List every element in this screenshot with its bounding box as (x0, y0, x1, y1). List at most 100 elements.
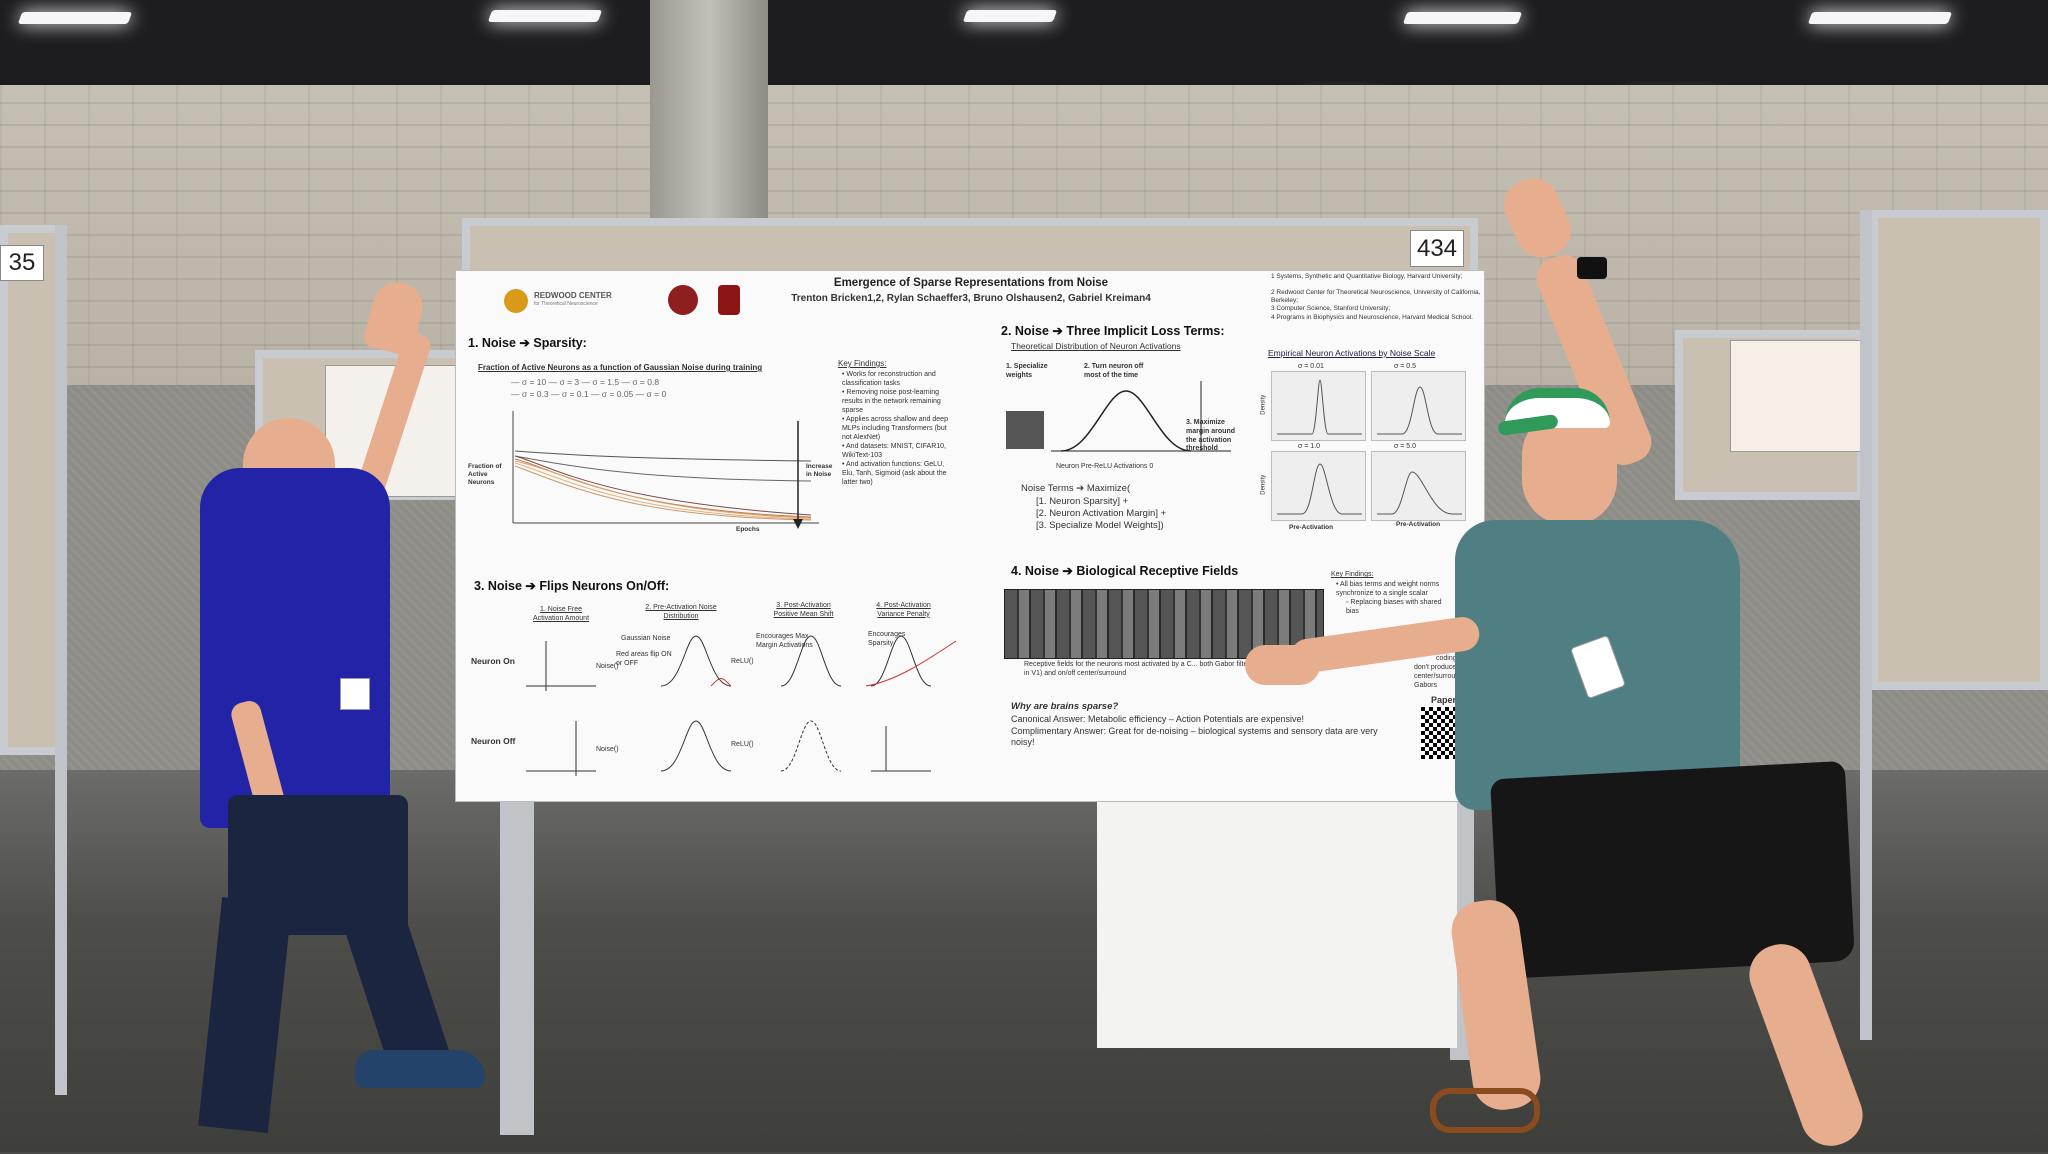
stanford-logo-icon (718, 285, 740, 315)
blue-polo-shirt (200, 468, 390, 828)
increase-noise-label: Increase in Noise (806, 463, 833, 479)
complimentary-answer: Complimentary Answer: Great for de-noisi… (1011, 726, 1378, 748)
panel-label: σ = 5.0 (1394, 443, 1417, 450)
red-areas-label: Red areas flip ON or OFF (616, 651, 672, 667)
density-axis-label: Density (1260, 394, 1267, 415)
paper-label: Paper (1431, 695, 1457, 705)
panel-label: σ = 0.01 (1298, 363, 1324, 370)
affiliation: 1 Systems, Synthetic and Quantitative Bi… (1271, 273, 1463, 280)
step-label: 3. Post-Activation Positive Mean Shift (773, 602, 834, 618)
label-specialize-weights: 1. Specialize weights (1006, 363, 1048, 379)
name-badge (340, 678, 370, 710)
key-finding-item: • And datasets: MNIST, CIFAR10, WikiText… (842, 443, 946, 459)
pointing-hand (1245, 645, 1320, 685)
key-findings-title: Key Findings: (1331, 571, 1374, 578)
key-finding-item: don't produce on/off (1414, 664, 1476, 671)
display-stand (1097, 765, 1457, 1048)
sparsity-legend-row: — σ = 10 — σ = 3 — σ = 1.5 — σ = 0.8 (511, 377, 660, 387)
canonical-answer: Canonical Answer: Metabolic efficiency –… (1011, 714, 1304, 724)
noise-term: [1. Neuron Sparsity] + (1036, 496, 1129, 507)
section-2-title: 2. Noise ➔ Three Implicit Loss Terms: (1001, 324, 1225, 338)
board-leg (500, 790, 534, 1135)
noise-terms-heading: Noise Terms ➔ Maximize( (1021, 483, 1131, 494)
affiliation: 2 Redwood Center for Theoretical Neurosc… (1271, 289, 1481, 305)
why-sparse-heading: Why are brains sparse? (1011, 701, 1119, 712)
receptive-fields-grid (1004, 589, 1324, 659)
noise-op-label: Noise() (596, 663, 619, 670)
redwood-logo-text: REDWOOD CENTER (534, 291, 612, 300)
theoretical-distribution-title: Theoretical Distribution of Neuron Activ… (1011, 341, 1181, 351)
relu-op-label: ReLU() (731, 741, 754, 748)
key-findings-title: Key Findings: (838, 359, 887, 368)
sandal (1430, 1088, 1540, 1133)
redwood-logo-subtext: for Theoretical Neuroscience (534, 301, 598, 307)
density-panel (1271, 371, 1366, 441)
neuron-flip-diagram (526, 635, 957, 776)
neighbor-board-number: 35 (0, 245, 44, 281)
sparsity-line-plot (512, 411, 819, 524)
sparsity-plot-title: Fraction of Active Neurons as a function… (478, 363, 763, 372)
key-finding-item: • Removing noise post-learning results i… (842, 389, 941, 414)
pre-activation-label: Pre-Activation (1396, 521, 1441, 528)
label-turn-off: 2. Turn neuron off most of the time (1084, 363, 1144, 379)
ceiling (0, 0, 2048, 112)
board-leg (1860, 210, 1872, 1040)
empirical-title: Empirical Neuron Activations by Noise Sc… (1268, 348, 1436, 358)
research-poster: REDWOOD CENTER for Theoretical Neuroscie… (455, 270, 1485, 802)
label-margin: 3. Maximize margin around the activation… (1186, 419, 1236, 453)
wristwatch-icon (1577, 257, 1607, 279)
encourages-sparsity-label: Encourages Sparsity (868, 631, 906, 647)
key-finding-item: • And activation functions: GeLU, Elu, T… (842, 461, 947, 486)
density-panel (1371, 451, 1466, 521)
affiliation: 3 Computer Science, Stanford University; (1271, 305, 1391, 312)
sneaker (355, 1050, 485, 1088)
sparsity-x-label: Epochs (736, 526, 760, 533)
relu-op-label: ReLU() (731, 658, 754, 665)
ceiling-light (17, 12, 133, 24)
redwood-logo-icon (504, 289, 528, 313)
black-shorts (1490, 760, 1855, 980)
weights-thumbnail (1006, 411, 1044, 449)
section-3-title: 3. Noise ➔ Flips Neurons On/Off: (474, 579, 670, 593)
noise-term: [3. Specialize Model Weights]) (1036, 520, 1164, 531)
step-label: 2. Pre-Activation Noise Distribution (645, 604, 717, 620)
section-4-title: 4. Noise ➔ Biological Receptive Fields (1011, 564, 1239, 578)
sparsity-y-label: Fraction of Active Neurons (468, 463, 502, 487)
pre-activation-label: Pre-Activation (1289, 524, 1334, 531)
increase-noise-arrow-icon (793, 421, 803, 529)
step-label: 1. Noise Free Activation Amount (532, 606, 590, 622)
density-axis-label: Density (1260, 474, 1267, 495)
affiliation: 4 Programs in Biophysics and Neuroscienc… (1271, 314, 1473, 321)
key-finding-item: • Applies across shallow and deep MLPs i… (842, 416, 948, 441)
receptive-fields-caption: Receptive fields for the neurons most ac… (1024, 661, 1281, 677)
background-poster (1730, 340, 1867, 452)
panel-label: σ = 0.5 (1394, 363, 1417, 370)
key-finding-item: coding (L1 (1436, 655, 1469, 662)
noise-op-label: Noise() (596, 746, 619, 753)
right-poster-board (1870, 210, 2048, 690)
gaussian-noise-label: Gaussian Noise (621, 635, 671, 642)
noise-term: [2. Neuron Activation Margin] + (1036, 508, 1167, 519)
concrete-pillar (650, 0, 768, 235)
encourages-margin-label: Encourages Max Margin Activations (756, 633, 813, 649)
board-number-sign: 434 (1410, 230, 1464, 267)
poster-title: Emergence of Sparse Representations from… (833, 277, 1109, 289)
poster-authors: Trenton Bricken1,2, Rylan Schaeffer3, Br… (791, 293, 1151, 304)
key-finding-item: ◦ Replacing biases with shared bias (1346, 599, 1442, 615)
ceiling-light (1402, 12, 1523, 24)
key-finding-item: center/surround, only Gabors (1414, 673, 1480, 689)
density-panel (1371, 371, 1466, 441)
board-leg (55, 225, 67, 1095)
row-label-on: Neuron On (471, 656, 515, 666)
density-panel (1271, 451, 1366, 521)
ceiling-light (962, 10, 1058, 22)
panel-label: σ = 1.0 (1298, 443, 1321, 450)
row-label-off: Neuron Off (471, 736, 516, 746)
theoretical-distribution-curve (1051, 381, 1231, 452)
key-finding-item: • Works for reconstruction and classific… (842, 371, 936, 387)
ceiling-light (487, 10, 603, 22)
section-1-title: 1. Noise ➔ Sparsity: (468, 336, 587, 350)
theoretical-x-label: Neuron Pre-ReLU Activations 0 (1056, 463, 1154, 470)
sparsity-legend-row: — σ = 0.3 — σ = 0.1 — σ = 0.05 — σ = 0 (511, 389, 667, 399)
key-finding-item: • All bias terms and weight norms synchr… (1336, 581, 1440, 597)
